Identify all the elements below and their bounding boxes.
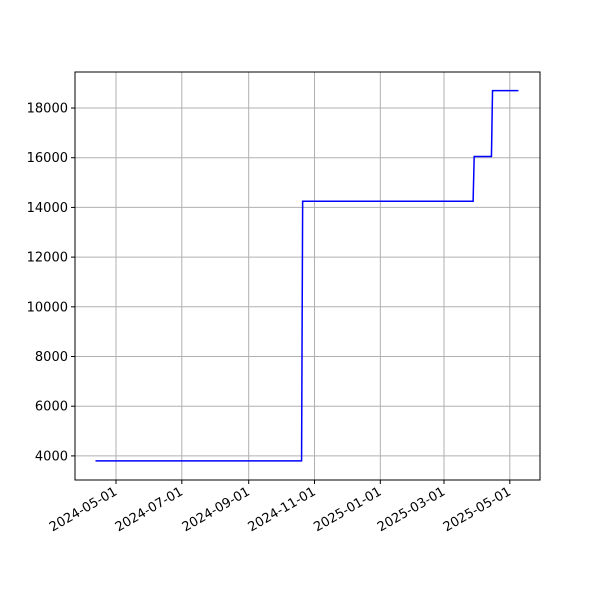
plot-frame <box>74 71 541 481</box>
data-line <box>95 89 519 462</box>
y-tick-label: 18000 <box>27 102 68 117</box>
y-tick-label: 12000 <box>27 251 68 266</box>
y-tick-label: 6000 <box>35 400 68 415</box>
y-tick-label: 8000 <box>35 350 68 365</box>
y-tick-label: 4000 <box>35 449 68 464</box>
y-tick-label: 14000 <box>27 201 68 216</box>
y-tick-label: 16000 <box>27 151 68 166</box>
y-tick-label: 10000 <box>27 300 68 315</box>
